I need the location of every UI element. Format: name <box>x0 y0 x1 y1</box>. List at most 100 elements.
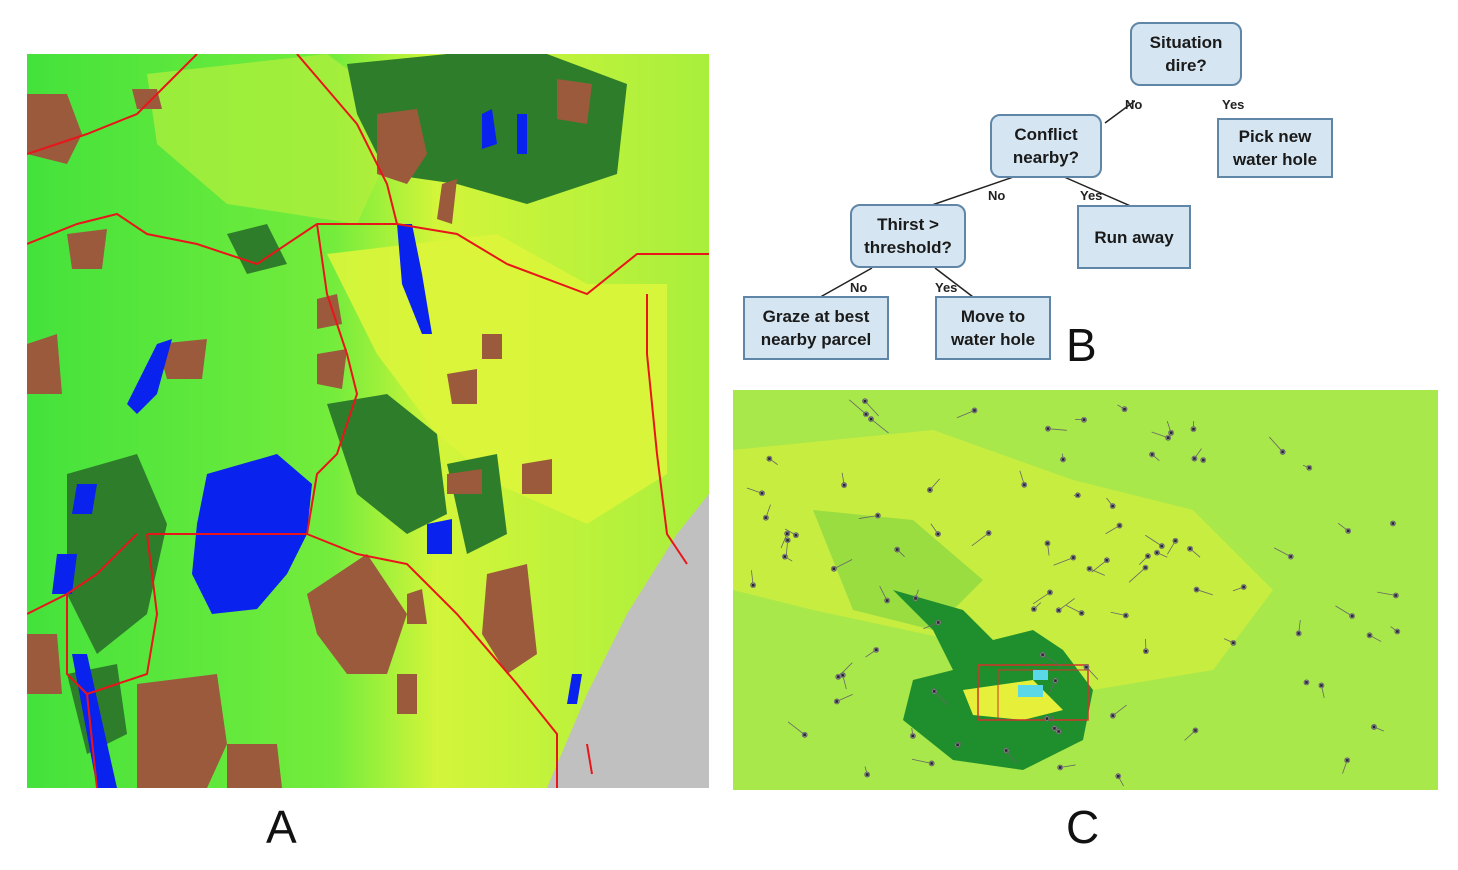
agent-track <box>1042 654 1062 667</box>
agent-track <box>1047 428 1067 431</box>
edge-label-thirst-no: No <box>850 280 868 295</box>
agent-body <box>1022 482 1027 487</box>
agent-track <box>971 532 989 547</box>
forest-patch <box>893 590 1093 770</box>
agent-body <box>1231 640 1236 645</box>
agent-body <box>1082 417 1086 422</box>
agent-body <box>1052 726 1057 731</box>
agent-body <box>1004 748 1009 753</box>
agent-body <box>1071 555 1076 560</box>
agent-track <box>1145 534 1163 547</box>
node-thirst-threshold: Thirst > threshold? <box>850 204 966 268</box>
agent-body <box>834 699 839 704</box>
agent-body <box>929 761 934 766</box>
agent-body <box>910 734 915 738</box>
agent-track <box>1151 431 1169 439</box>
agent-body <box>842 483 847 487</box>
agent-body <box>1304 680 1309 685</box>
agent-body <box>802 732 807 737</box>
agent-track <box>1274 547 1291 557</box>
agent-body <box>1350 614 1354 618</box>
agent-body <box>1280 450 1285 454</box>
agent-body <box>1395 629 1400 634</box>
edge-label-thirst-yes: Yes <box>935 280 958 295</box>
agent-body <box>863 399 867 404</box>
agent-body <box>794 533 798 538</box>
agent-body <box>1201 458 1206 462</box>
panel-label-b: B <box>1066 319 1097 371</box>
agent-track <box>1128 567 1146 583</box>
panel-label-c: C <box>1066 801 1100 853</box>
agent-body <box>1391 521 1395 526</box>
agent-track <box>833 559 853 570</box>
green-region <box>813 510 983 630</box>
agent-body <box>1056 729 1061 734</box>
agent-body <box>936 532 940 536</box>
agent-body <box>832 566 836 571</box>
agent-body <box>1319 683 1324 688</box>
agent-body <box>1110 504 1115 508</box>
agent-body <box>986 531 991 535</box>
agent-body <box>928 488 932 492</box>
agent-body <box>1307 465 1312 470</box>
agent-body <box>1159 544 1164 548</box>
agent-body <box>764 515 768 520</box>
agent-body <box>1116 774 1121 779</box>
agent-body <box>1169 430 1173 435</box>
agent-body <box>1110 713 1115 718</box>
agent-track <box>933 691 949 706</box>
node-move-to-water-hole: Move to water hole <box>935 296 1051 360</box>
agent-body <box>1087 566 1092 571</box>
agent-body <box>1288 554 1293 559</box>
panel-label-a: A <box>266 801 297 853</box>
lake-turkana <box>397 224 432 334</box>
agent-track <box>1053 557 1074 566</box>
agent-track <box>1268 436 1283 453</box>
agent-track <box>787 721 805 736</box>
agent-body <box>1123 613 1128 618</box>
agent-body <box>1166 435 1171 440</box>
agent-track <box>1091 559 1108 573</box>
agent-body <box>869 417 873 421</box>
agent-body <box>1048 590 1052 595</box>
ocean <box>547 494 709 788</box>
agent-body <box>864 412 868 417</box>
edge-label-situation-no: No <box>1125 97 1143 112</box>
agent-body <box>1117 523 1122 528</box>
node-conflict-nearby: Conflict nearby? <box>990 114 1102 178</box>
agent-track <box>911 758 932 764</box>
agent-track <box>1032 592 1051 605</box>
water-hole-marker <box>1018 685 1043 697</box>
agent-body <box>1173 538 1178 543</box>
node-run-away: Run away <box>1077 205 1191 269</box>
agent-track <box>1377 591 1396 596</box>
agent-body <box>1372 725 1376 729</box>
agent-body <box>1061 457 1065 462</box>
agent-track <box>956 410 975 419</box>
agent-body <box>1241 585 1246 589</box>
agent-body <box>783 554 787 559</box>
agent-body <box>1104 558 1109 563</box>
agent-body <box>1046 426 1050 431</box>
agent-body <box>936 620 941 625</box>
agent-body <box>1150 452 1154 457</box>
agent-track <box>864 400 879 417</box>
edge-label-conflict-yes: Yes <box>1080 188 1103 203</box>
agent-body <box>1191 427 1196 432</box>
agent-body <box>1144 649 1148 654</box>
agent-body <box>760 491 764 496</box>
agent-simulation-map <box>733 390 1438 790</box>
agent-body <box>913 596 918 601</box>
country-borders <box>27 54 709 788</box>
node-graze: Graze at best nearby parcel <box>743 296 889 360</box>
agent-body <box>1155 550 1159 555</box>
agent-body <box>895 547 900 552</box>
agent-track <box>849 399 867 415</box>
agent-body <box>785 531 790 536</box>
dry-region-north <box>147 54 407 224</box>
agent-body <box>875 513 880 518</box>
agent-body <box>1296 631 1301 636</box>
agent-body <box>1045 541 1050 546</box>
agent-body <box>767 456 772 461</box>
agent-body <box>885 598 889 603</box>
